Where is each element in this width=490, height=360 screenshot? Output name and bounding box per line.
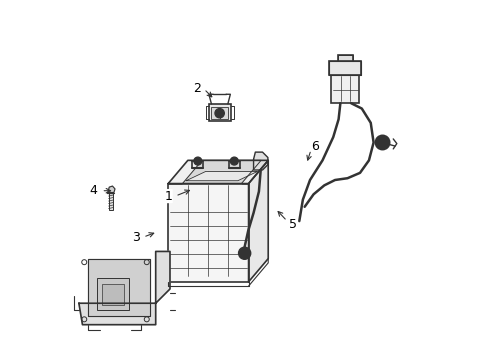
Polygon shape: [253, 152, 268, 170]
Bar: [211, 108, 228, 119]
Bar: [338, 55, 353, 61]
Circle shape: [194, 157, 202, 165]
Circle shape: [230, 157, 238, 165]
Text: 4: 4: [89, 184, 97, 197]
Text: 1: 1: [164, 190, 172, 203]
Polygon shape: [248, 160, 268, 282]
Text: 5: 5: [289, 218, 297, 231]
Bar: [102, 284, 123, 305]
Polygon shape: [108, 186, 115, 193]
Polygon shape: [88, 258, 150, 316]
Circle shape: [242, 251, 247, 256]
Circle shape: [375, 135, 390, 150]
Bar: [338, 55, 353, 61]
Polygon shape: [186, 171, 258, 181]
Circle shape: [215, 109, 224, 118]
Circle shape: [239, 247, 251, 259]
Text: 3: 3: [132, 231, 140, 244]
Bar: [97, 278, 129, 310]
Polygon shape: [79, 251, 170, 325]
Text: 6: 6: [311, 140, 319, 153]
Bar: [209, 104, 231, 121]
Bar: [329, 61, 362, 75]
Bar: [331, 66, 359, 103]
Bar: [109, 193, 113, 210]
Circle shape: [379, 139, 386, 146]
Text: 2: 2: [193, 82, 201, 95]
Bar: [329, 61, 362, 75]
Bar: [168, 184, 248, 282]
Polygon shape: [182, 160, 261, 184]
Polygon shape: [168, 160, 268, 184]
